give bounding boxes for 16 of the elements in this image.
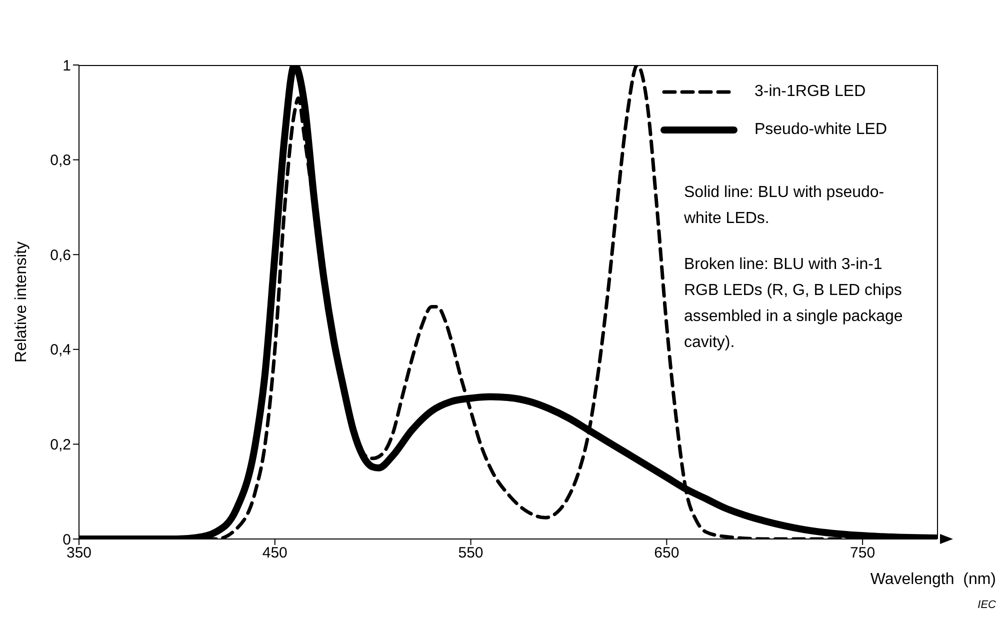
y-tick-label: 0,2 [50, 436, 71, 454]
annotation: Broken line: BLU with 3-in-1 RGB LEDs (R, G, B LED chips assembled in a single package cavity). [684, 255, 904, 353]
x-tick-label: 650 [654, 544, 680, 562]
x-tick-label: 750 [850, 544, 876, 562]
x-tick-label: 450 [262, 544, 288, 562]
legend-label: Pseudo-white LED [754, 120, 887, 140]
y-tick-label: 0,4 [50, 342, 71, 359]
text: IEC [978, 599, 996, 611]
y-axis-title: Relative intensity [13, 242, 31, 362]
legend-label: 3-in-1RGB LED [754, 82, 866, 102]
y-tick-label: 1 [62, 57, 71, 74]
x-axis-title: Wavelength (nm) [870, 571, 996, 589]
y-tick-label: 0,8 [50, 152, 71, 170]
y-tick-label: 0,6 [50, 246, 71, 264]
x-tick-label: 550 [458, 544, 484, 562]
annotation: Solid line: BLU with pseudo-white LEDs. [684, 183, 886, 229]
